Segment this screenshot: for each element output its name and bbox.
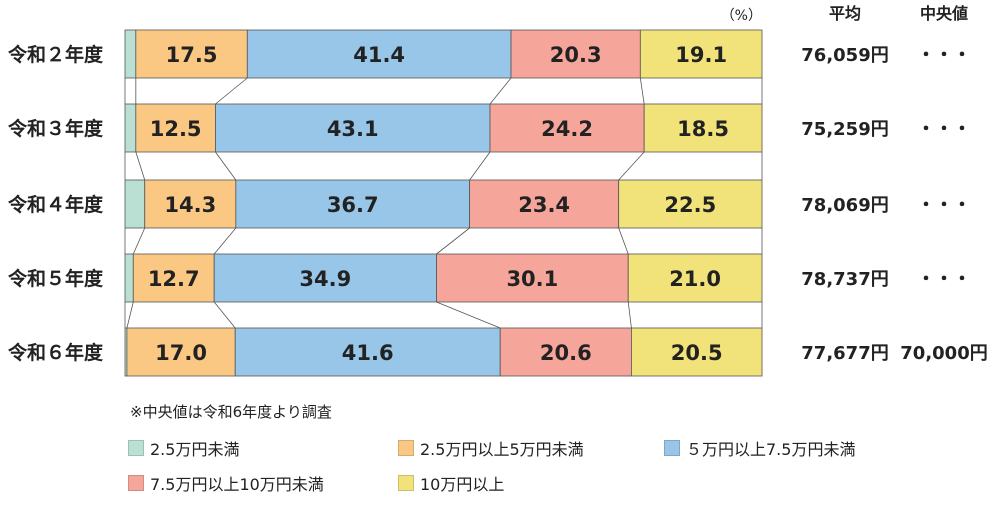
- data-label: 19.1: [675, 43, 727, 67]
- bar-segment: [144, 179, 237, 229]
- bar-segment: [124, 103, 137, 153]
- connector-line: [627, 301, 632, 329]
- stacked-bar-chart: 17.5 41.4 20.3 19.1 12.5 43.1 24.2 18.5 14.3 36.7…: [8, 4, 988, 377]
- data-label: 21.0: [669, 267, 721, 291]
- average-value: 75,259円: [801, 119, 888, 140]
- bar-segment: [618, 179, 763, 229]
- data-label: 30.1: [506, 267, 558, 291]
- bar-segment: [639, 29, 763, 79]
- median-note: ※中央値は令和6年度より調査: [130, 403, 332, 421]
- bar-segment: [436, 253, 629, 303]
- median-value: ・・・: [917, 119, 971, 140]
- median-value: ・・・: [917, 45, 971, 66]
- average-value: 78,069円: [801, 195, 888, 216]
- median-value: ・・・: [917, 269, 971, 290]
- data-label: 17.5: [166, 43, 218, 67]
- median-value: ・・・: [917, 195, 971, 216]
- bar-segment: [499, 327, 632, 377]
- legend-swatch: [398, 440, 414, 456]
- data-label: 23.4: [518, 193, 570, 217]
- legend-label: 10万円以上: [420, 475, 505, 494]
- legend-item-25k-50k: 2.5万円以上5万円未満: [398, 436, 584, 460]
- bar-segment: [643, 103, 763, 153]
- row-label: 令和２年度: [8, 43, 104, 66]
- data-label: 34.9: [299, 267, 351, 291]
- connector-lines: [124, 77, 763, 329]
- legend-item-75k-100k: 7.5万円以上10万円未満: [128, 471, 324, 495]
- row-label: 令和４年度: [8, 193, 104, 216]
- median-value: 70,000円: [900, 343, 987, 364]
- data-label: 20.5: [671, 341, 723, 365]
- bar-segment: [627, 253, 763, 303]
- bar-segment: [469, 179, 620, 229]
- connector-line: [213, 227, 237, 255]
- bar-segment: [235, 179, 471, 229]
- bar-segment: [631, 327, 763, 377]
- bars: 17.5 41.4 20.3 19.1 12.5 43.1 24.2 18.5 14.3 36.7…: [124, 29, 763, 377]
- row-label: 令和３年度: [8, 117, 104, 140]
- connector-line: [132, 227, 146, 255]
- legend-label: ５万円以上7.5万円未満: [686, 440, 856, 459]
- bar-segment: [135, 29, 248, 79]
- bar-segment: [213, 253, 437, 303]
- data-label: 20.6: [540, 341, 592, 365]
- legend-swatch: [128, 440, 144, 456]
- median-column-header: 中央値: [920, 4, 968, 23]
- connector-line: [215, 151, 237, 181]
- legend-label: 2.5万円以上5万円未満: [420, 440, 584, 459]
- data-label: 12.7: [148, 267, 200, 291]
- average-value: 76,059円: [801, 45, 888, 66]
- data-label: 36.7: [327, 193, 379, 217]
- legend-label: 2.5万円未満: [150, 440, 240, 459]
- bar-segment: [124, 179, 146, 229]
- row-label: 令和５年度: [8, 267, 104, 290]
- legend-swatch: [664, 440, 680, 456]
- legend-swatch: [128, 475, 144, 491]
- legend-item-over-100k: 10万円以上: [398, 471, 504, 495]
- legend-label: 7.5万円以上10万円未満: [150, 475, 324, 494]
- legend-item-under-25k: 2.5万円未満: [128, 436, 239, 460]
- connector-line: [126, 301, 134, 329]
- row-label: 令和６年度: [8, 341, 104, 364]
- data-label: 18.5: [677, 117, 729, 141]
- bar-segment: [489, 103, 645, 153]
- connector-line: [213, 301, 236, 329]
- legend-item-50k-75k: ５万円以上7.5万円未満: [664, 436, 855, 460]
- bar-segment: [132, 253, 215, 303]
- data-label: 12.5: [150, 117, 202, 141]
- average-column-header: 平均: [829, 4, 861, 23]
- side-columns: 76,059円 ・・・75,259円 ・・・78,069円 ・・・78,737円 ・・・…: [801, 45, 987, 364]
- connector-line: [436, 227, 470, 255]
- bar-segment: [510, 29, 641, 79]
- data-label: 24.2: [541, 117, 593, 141]
- bar-segment: [234, 327, 501, 377]
- connector-line: [489, 77, 512, 105]
- bar-segment: [124, 253, 134, 303]
- connector-line: [618, 227, 629, 255]
- data-label: 17.0: [155, 341, 207, 365]
- connector-line: [639, 77, 645, 105]
- unit-label: （%）: [721, 8, 762, 24]
- bar-segment: [215, 103, 491, 153]
- connector-line: [215, 77, 248, 105]
- data-label: 22.5: [664, 193, 716, 217]
- data-label: 43.1: [327, 117, 379, 141]
- connector-line: [135, 151, 146, 181]
- connector-line: [618, 151, 645, 181]
- bar-segment: [246, 29, 512, 79]
- data-label: 14.3: [164, 193, 216, 217]
- bar-segment: [126, 327, 236, 377]
- data-label: 41.6: [342, 341, 394, 365]
- connector-line: [469, 151, 491, 181]
- connector-line: [436, 301, 501, 329]
- average-value: 77,677円: [801, 343, 888, 364]
- bar-segment: [124, 29, 137, 79]
- legend-swatch: [398, 475, 414, 491]
- average-value: 78,737円: [801, 269, 888, 290]
- data-label: 41.4: [353, 43, 405, 67]
- data-label: 20.3: [550, 43, 602, 67]
